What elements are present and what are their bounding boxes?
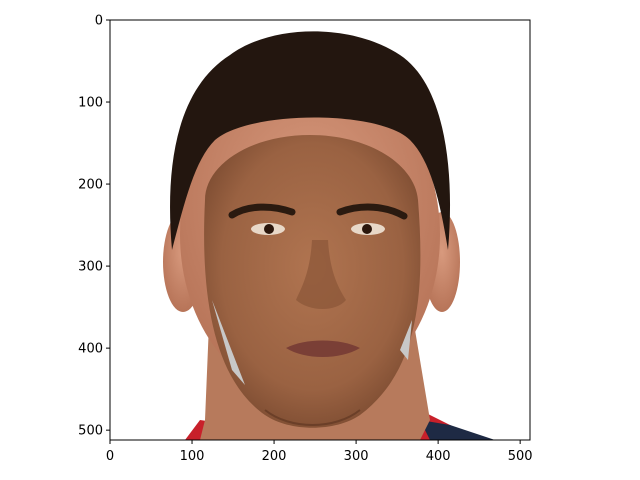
face-photo — [110, 20, 530, 440]
y-tick-label: 500 — [78, 424, 103, 439]
y-tick-label: 300 — [78, 260, 103, 275]
x-tick-label: 200 — [262, 449, 287, 464]
y-tick-label: 100 — [78, 96, 103, 111]
x-tick-label: 400 — [426, 449, 451, 464]
y-tick-label: 200 — [78, 178, 103, 193]
x-tick-label: 500 — [508, 449, 533, 464]
x-axis: 0 100 200 300 400 500 — [106, 440, 533, 464]
axes-frame — [109, 19, 531, 441]
x-tick-label: 300 — [344, 449, 369, 464]
y-tick-label: 0 — [95, 14, 103, 29]
x-tick-label: 100 — [180, 449, 205, 464]
y-axis: 0 100 200 300 400 500 — [78, 14, 110, 439]
y-tick-label: 400 — [78, 342, 103, 357]
x-tick-label: 0 — [106, 449, 114, 464]
